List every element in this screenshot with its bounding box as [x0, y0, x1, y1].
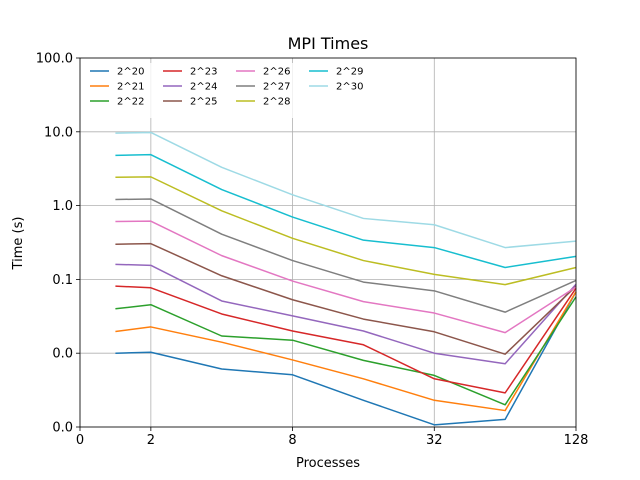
legend-label: 2^24: [190, 82, 217, 93]
legend-label: 2^28: [263, 97, 290, 108]
y-tick-label: 0.0: [52, 347, 73, 362]
y-tick-label: 100.0: [36, 52, 73, 67]
legend-label: 2^25: [190, 97, 217, 108]
y-axis: 0.0 0.0 0.1 1.0 10.0 100.0: [36, 52, 80, 436]
series-line-2-22: [115, 296, 577, 406]
series-line-2-21: [115, 291, 577, 412]
series-line-2-20: [115, 291, 577, 426]
legend-label: 2^20: [117, 67, 144, 78]
legend-label: 2^22: [117, 97, 144, 108]
x-axis: 0 2 8 32 128: [76, 427, 589, 448]
legend-label: 2^30: [336, 82, 363, 93]
series-line-2-23: [115, 285, 577, 394]
y-tick-label: 10.0: [44, 125, 73, 140]
series-line-2-29: [115, 153, 577, 269]
x-tick-label: 32: [426, 433, 443, 448]
plot-frame: [79, 57, 577, 428]
series-lines: [115, 131, 577, 426]
legend-label: 2^29: [336, 67, 363, 78]
y-axis-title: Time (s): [11, 217, 26, 271]
legend-label: 2^27: [263, 82, 290, 93]
legend-box: [85, 63, 371, 118]
series-line-2-27: [115, 198, 577, 313]
legend: 2^20 2^21 2^22 2^23 2^24 2^25 2^26 2^27 2^28 2^29…: [85, 63, 371, 118]
x-tick-label: 8: [288, 433, 296, 448]
series-line-2-25: [115, 242, 577, 355]
series-line-2-28: [115, 176, 577, 286]
series-line-2-30: [115, 131, 577, 249]
series-line-2-24: [115, 263, 577, 365]
x-tick-label: 128: [564, 433, 589, 448]
y-tick-label: 1.0: [52, 199, 73, 214]
legend-label: 2^26: [263, 67, 290, 78]
y-tick-label: 0.0: [52, 421, 73, 436]
y-tick-label: 0.1: [52, 273, 73, 288]
legend-label: 2^23: [190, 67, 217, 78]
series-line-2-26: [115, 220, 577, 334]
x-tick-label: 2: [147, 433, 155, 448]
chart-title: MPI Times: [288, 34, 369, 53]
legend-label: 2^21: [117, 82, 144, 93]
x-tick-label: 0: [76, 433, 84, 448]
x-axis-title: Processes: [296, 456, 360, 471]
